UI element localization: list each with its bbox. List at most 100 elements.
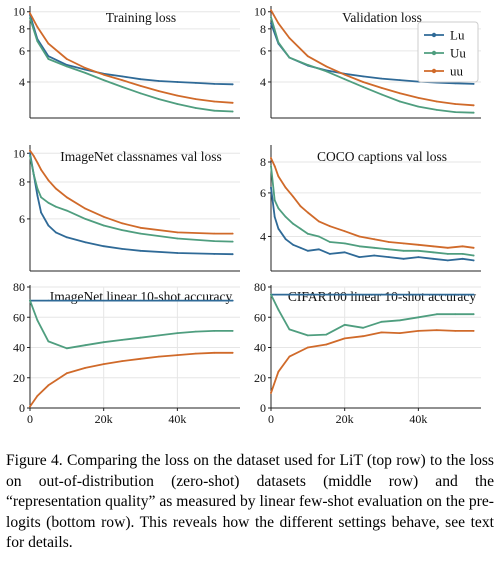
data-point	[65, 209, 68, 212]
data-point	[176, 332, 179, 334]
x-tick-label: 40k	[168, 412, 186, 426]
x-tick-label: 0	[27, 412, 33, 426]
caption-text: Comparing the loss on the dataset used f…	[6, 452, 494, 552]
data-point	[36, 26, 39, 28]
data-point	[288, 293, 291, 296]
data-point	[435, 329, 438, 331]
data-point	[454, 293, 457, 296]
legend: Lu Uu uu	[417, 21, 479, 83]
data-point	[284, 238, 287, 241]
series-line-lu	[270, 186, 475, 262]
data-point	[139, 226, 142, 229]
y-tick-label: 8	[19, 22, 25, 36]
data-point	[306, 346, 309, 349]
data-point	[139, 249, 142, 252]
series-line-lu	[29, 152, 234, 256]
data-point	[29, 12, 31, 15]
caption-label: Figure 4.	[6, 452, 63, 469]
legend-label-uu: Uu	[450, 46, 466, 61]
data-point	[343, 242, 346, 245]
data-point	[65, 65, 68, 68]
data-point	[362, 326, 364, 329]
data-point	[446, 246, 449, 249]
y-tick-label: 6	[19, 44, 25, 58]
data-point	[472, 259, 475, 262]
y-tick-label: 80	[254, 280, 266, 294]
data-point	[32, 173, 35, 176]
data-point	[270, 22, 272, 25]
y-tick-label: 4	[19, 75, 25, 89]
data-point	[158, 355, 160, 358]
data-point	[292, 222, 294, 225]
data-point	[102, 79, 105, 81]
y-tick-label: 60	[13, 310, 25, 324]
data-point	[318, 235, 320, 238]
data-point	[446, 253, 449, 255]
data-point	[402, 257, 405, 260]
y-tick-label: 10	[254, 5, 266, 19]
data-point	[213, 240, 216, 243]
data-point	[29, 405, 31, 408]
data-point	[176, 299, 179, 302]
data-point	[417, 249, 420, 252]
x-tick-label: 20k	[95, 412, 113, 426]
series-line-lu	[29, 13, 234, 86]
data-point	[176, 103, 179, 105]
data-point	[102, 299, 105, 302]
legend-marker	[431, 68, 437, 74]
data-point	[417, 293, 420, 296]
data-point	[84, 218, 87, 220]
chart-panel-2: 4 6 8 10 Validation loss Lu Uu uu	[254, 5, 481, 119]
data-point	[288, 328, 291, 331]
data-point	[388, 256, 390, 258]
data-point	[417, 105, 420, 108]
data-point	[306, 334, 309, 337]
data-point	[213, 232, 216, 235]
data-point	[121, 248, 123, 250]
data-point	[47, 340, 50, 343]
data-point	[306, 249, 309, 252]
data-point	[139, 336, 142, 339]
y-tick-label: 20	[13, 371, 25, 385]
data-point	[325, 333, 328, 336]
data-point	[29, 17, 31, 19]
y-tick-label: 40	[13, 341, 25, 355]
data-point	[432, 245, 434, 248]
figure-caption: Figure 4. Comparing the loss on the data…	[6, 451, 494, 554]
data-point	[139, 299, 142, 302]
data-point	[176, 354, 179, 356]
data-point	[65, 236, 68, 239]
data-point	[139, 85, 142, 87]
data-point	[472, 104, 475, 107]
data-point	[325, 70, 328, 73]
data-point	[454, 82, 457, 85]
data-point	[343, 230, 346, 233]
data-point	[40, 196, 42, 199]
data-point	[472, 83, 475, 85]
data-point	[139, 78, 142, 81]
data-point	[36, 40, 39, 43]
data-point	[194, 352, 197, 355]
data-point	[306, 55, 309, 58]
data-point	[231, 253, 234, 256]
data-point	[40, 168, 42, 171]
data-point	[284, 186, 287, 189]
data-point	[292, 243, 294, 246]
chart-title: Training loss	[106, 10, 176, 25]
data-point	[231, 110, 234, 113]
data-point	[139, 357, 142, 360]
data-point	[277, 370, 280, 373]
legend-label-lu: Lu	[450, 28, 465, 43]
data-point	[325, 65, 328, 68]
data-point	[380, 77, 383, 80]
data-point	[36, 187, 39, 190]
x-tick-label: 20k	[336, 412, 354, 426]
data-point	[277, 22, 280, 25]
data-point	[380, 293, 383, 296]
data-point	[213, 299, 216, 302]
data-point	[417, 243, 420, 246]
data-point	[213, 109, 216, 112]
data-point	[435, 109, 438, 111]
y-tick-label: 0	[19, 401, 25, 415]
